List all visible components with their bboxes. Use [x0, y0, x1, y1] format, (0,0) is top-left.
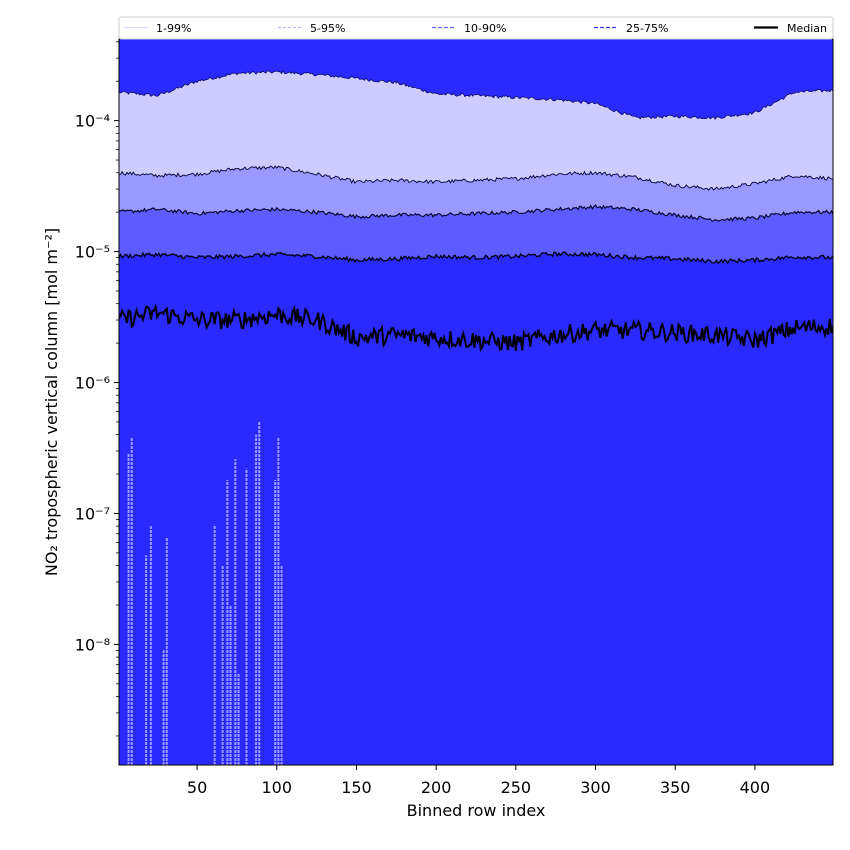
- legend-label-1: 5-95%: [310, 22, 345, 35]
- edge-line-p75: [119, 251, 833, 265]
- x-tick-label-150: 150: [341, 778, 372, 797]
- plot-area: [119, 39, 833, 765]
- legend-label-2: 10-90%: [464, 22, 506, 35]
- median-line: [119, 302, 833, 352]
- edge-line-p95: [119, 165, 833, 191]
- band-25-75: [119, 252, 833, 765]
- y-axis-label: NO₂ tropospheric vertical column [mol m⁻…: [42, 228, 61, 576]
- y-tick-label-10⁻⁴: 10⁻⁴: [75, 112, 110, 131]
- x-tick-label-350: 350: [660, 778, 691, 797]
- edge-line-p90: [119, 204, 833, 222]
- y-tick-label-10⁻⁷: 10⁻⁷: [75, 504, 110, 523]
- lower-spikes: [127, 421, 283, 765]
- x-axis: 50 100 150 200 250 300 350 400: [187, 765, 770, 797]
- y-tick-label-10⁻⁸: 10⁻⁸: [75, 635, 110, 654]
- legend-box: [118, 16, 834, 40]
- x-tick-label-300: 300: [580, 778, 611, 797]
- legend-label-4: Median: [787, 22, 827, 35]
- x-tick-label-100: 100: [262, 778, 293, 797]
- x-tick-label-50: 50: [187, 778, 207, 797]
- x-tick-label-200: 200: [421, 778, 452, 797]
- y-tick-label-10⁻⁶: 10⁻⁶: [75, 374, 110, 393]
- legend: 1-99% 5-95% 10-90% 25-75% Median: [118, 16, 834, 40]
- edge-line-p99: [119, 70, 833, 120]
- y-axis: 10⁻⁸ 10⁻⁷ 10⁻⁶ 10⁻⁵ 10⁻⁴: [75, 41, 119, 737]
- band-5-95: [119, 166, 833, 222]
- x-axis-label: Binned row index: [407, 801, 546, 820]
- band-1-99: [119, 70, 833, 191]
- x-tick-label-400: 400: [740, 778, 771, 797]
- legend-label-0: 1-99%: [156, 22, 191, 35]
- y-tick-label-10⁻⁵: 10⁻⁵: [75, 243, 110, 262]
- x-tick-label-250: 250: [501, 778, 532, 797]
- legend-label-3: 25-75%: [626, 22, 668, 35]
- band-10-90: [119, 205, 833, 264]
